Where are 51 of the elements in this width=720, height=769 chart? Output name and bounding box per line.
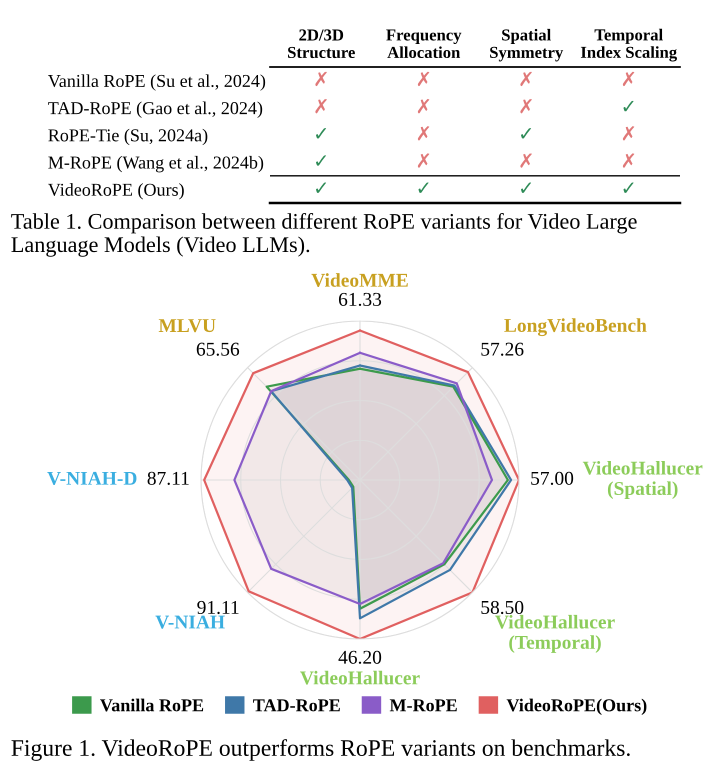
text: ✗: [520, 98, 532, 114]
spoke-label: VideoHallucer (Temporal): [495, 614, 615, 653]
text: ✓: [521, 182, 532, 193]
y-tick-label: Vanilla RoPE (Su et al., 2024): [48, 74, 266, 91]
x-tick-label: Temporal Index Scaling: [580, 28, 677, 62]
legend-label: Vanilla RoPE: [100, 698, 204, 712]
text: ✗: [418, 153, 430, 168]
text: 91.11: [197, 600, 239, 614]
legend-label: TAD-RoPE: [253, 699, 340, 712]
x-tick-label: Spatial Symmetry: [490, 28, 564, 62]
y-tick-label: M-RoPE (Wang et al., 2024b): [48, 156, 264, 172]
spoke-label: VideoHallucer: [300, 670, 420, 685]
text: 57.26: [481, 342, 524, 356]
spoke-label: V-NIAH-D: [47, 472, 136, 485]
text: ✗: [315, 72, 327, 86]
text: ✓: [624, 182, 634, 193]
text: ✗: [520, 153, 532, 168]
text: 61.33: [338, 292, 382, 306]
text: 87.11: [148, 472, 189, 485]
y-tick-label: RoPE-Tie (Su, 2024a): [48, 128, 208, 146]
text: ✗: [315, 98, 327, 114]
y-tick-label: VideoRoPE (Ours): [48, 183, 184, 200]
text: ✗: [418, 126, 430, 141]
text: ✗: [622, 153, 634, 168]
spoke-label: VideoHallucer (Spatial): [582, 461, 702, 499]
text: 65.56: [196, 342, 240, 356]
text: 58.50: [481, 600, 524, 614]
text: ✓: [316, 182, 326, 193]
legend-label: M-RoPE: [390, 699, 457, 712]
spoke-label: LongVideoBench: [504, 318, 647, 336]
text: ✗: [622, 72, 634, 86]
text: ✓: [316, 128, 326, 138]
y-tick-label: TAD-RoPE (Gao et al., 2024): [48, 102, 262, 118]
text: ✗: [622, 126, 634, 141]
spoke-label: VideoMME: [311, 273, 408, 287]
legend-label: VideoRoPE(Ours): [506, 698, 646, 716]
text: 57.00: [531, 472, 574, 485]
text: ✓: [316, 155, 326, 166]
spoke-label: MLVU: [158, 319, 216, 332]
text: ✓: [521, 128, 532, 138]
text: ✗: [520, 72, 532, 86]
spoke-label: V-NIAH: [155, 616, 225, 629]
caption: Table 1. Comparison between different RoPE variants for Video Large Language Models (Video LLMs).: [11, 213, 637, 257]
text: ✗: [418, 72, 430, 86]
x-tick-label: 2D/3D Structure: [288, 29, 355, 58]
text: ✓: [624, 100, 634, 112]
text: 46.20: [338, 650, 382, 664]
x-tick-label: Frequency Allocation: [386, 30, 462, 58]
caption: Figure 1. VideoRoPE outperforms RoPE variants on benchmarks.: [11, 739, 630, 761]
text: ✗: [418, 98, 430, 114]
text: ✓: [418, 182, 429, 193]
